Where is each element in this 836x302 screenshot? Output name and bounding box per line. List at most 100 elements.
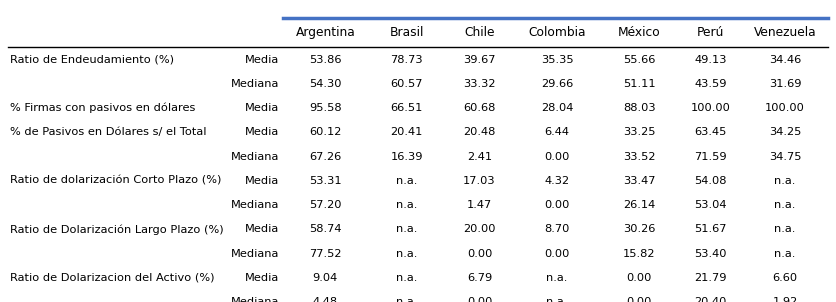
Text: 1.47: 1.47 (466, 200, 492, 210)
Text: México: México (618, 26, 660, 39)
Text: % Firmas con pasivos en dólares: % Firmas con pasivos en dólares (10, 103, 196, 113)
Text: 53.40: 53.40 (694, 249, 726, 259)
Text: 20.00: 20.00 (463, 224, 496, 234)
Text: Mediana: Mediana (231, 200, 279, 210)
Text: 0.00: 0.00 (466, 297, 492, 302)
Text: 43.59: 43.59 (694, 79, 726, 89)
Text: 34.46: 34.46 (769, 55, 801, 65)
Text: Media: Media (245, 55, 279, 65)
Text: 34.25: 34.25 (769, 127, 801, 137)
Text: 21.79: 21.79 (694, 273, 726, 283)
Text: Brasil: Brasil (390, 26, 424, 39)
Text: n.a.: n.a. (396, 249, 417, 259)
Text: 66.51: 66.51 (390, 103, 423, 113)
Text: 53.04: 53.04 (694, 200, 726, 210)
Text: 30.26: 30.26 (623, 224, 655, 234)
Text: 2.41: 2.41 (467, 152, 492, 162)
Text: n.a.: n.a. (396, 224, 417, 234)
Text: 29.66: 29.66 (541, 79, 573, 89)
Text: 54.08: 54.08 (694, 176, 726, 186)
Text: Media: Media (245, 103, 279, 113)
Text: 100.00: 100.00 (765, 103, 805, 113)
Text: Venezuela: Venezuela (754, 26, 817, 39)
Text: n.a.: n.a. (396, 297, 417, 302)
Text: 63.45: 63.45 (694, 127, 726, 137)
Text: 0.00: 0.00 (466, 249, 492, 259)
Text: 1.92: 1.92 (772, 297, 798, 302)
Text: 33.25: 33.25 (623, 127, 655, 137)
Text: 88.03: 88.03 (623, 103, 655, 113)
Text: Mediana: Mediana (231, 152, 279, 162)
Text: n.a.: n.a. (774, 224, 796, 234)
Text: Media: Media (245, 224, 279, 234)
Text: 53.86: 53.86 (309, 55, 342, 65)
Text: Mediana: Mediana (231, 79, 279, 89)
Text: 28.04: 28.04 (541, 103, 573, 113)
Text: 31.69: 31.69 (769, 79, 802, 89)
Text: Mediana: Mediana (231, 297, 279, 302)
Text: 54.30: 54.30 (309, 79, 342, 89)
Text: 51.67: 51.67 (694, 224, 726, 234)
Text: 34.75: 34.75 (769, 152, 802, 162)
Text: Media: Media (245, 273, 279, 283)
Text: n.a.: n.a. (547, 297, 568, 302)
Text: 4.32: 4.32 (544, 176, 569, 186)
Text: 77.52: 77.52 (309, 249, 342, 259)
Text: Ratio de Dolarización Largo Plazo (%): Ratio de Dolarización Largo Plazo (%) (10, 224, 223, 235)
Text: Colombia: Colombia (528, 26, 586, 39)
Text: 55.66: 55.66 (623, 55, 655, 65)
Text: 9.04: 9.04 (313, 273, 338, 283)
Text: 6.60: 6.60 (772, 273, 798, 283)
Text: n.a.: n.a. (774, 200, 796, 210)
Text: 6.79: 6.79 (466, 273, 492, 283)
Text: 8.70: 8.70 (544, 224, 570, 234)
Text: 17.03: 17.03 (463, 176, 496, 186)
Text: n.a.: n.a. (396, 176, 417, 186)
Text: 0.00: 0.00 (544, 152, 570, 162)
Text: 20.48: 20.48 (463, 127, 496, 137)
Text: 49.13: 49.13 (694, 55, 726, 65)
Text: Argentina: Argentina (295, 26, 355, 39)
Text: 53.31: 53.31 (309, 176, 342, 186)
Text: 33.52: 33.52 (623, 152, 655, 162)
Text: n.a.: n.a. (547, 273, 568, 283)
Text: 100.00: 100.00 (691, 103, 731, 113)
Text: 20.40: 20.40 (694, 297, 726, 302)
Text: Media: Media (245, 127, 279, 137)
Text: 0.00: 0.00 (627, 273, 652, 283)
Text: 35.35: 35.35 (541, 55, 573, 65)
Text: Mediana: Mediana (231, 249, 279, 259)
Text: 0.00: 0.00 (627, 297, 652, 302)
Text: n.a.: n.a. (396, 200, 417, 210)
Text: Media: Media (245, 176, 279, 186)
Text: Chile: Chile (464, 26, 495, 39)
Text: % de Pasivos en Dólares s/ el Total: % de Pasivos en Dólares s/ el Total (10, 127, 206, 137)
Text: 26.14: 26.14 (624, 200, 655, 210)
Text: 0.00: 0.00 (544, 249, 570, 259)
Text: 33.47: 33.47 (623, 176, 655, 186)
Text: 15.82: 15.82 (623, 249, 655, 259)
Text: 20.41: 20.41 (390, 127, 423, 137)
Text: 33.32: 33.32 (463, 79, 496, 89)
Text: Ratio de Endeudamiento (%): Ratio de Endeudamiento (%) (10, 55, 174, 65)
Text: 60.68: 60.68 (463, 103, 496, 113)
Text: Perú: Perú (696, 26, 724, 39)
Text: 16.39: 16.39 (390, 152, 423, 162)
Text: 60.12: 60.12 (309, 127, 341, 137)
Text: 58.74: 58.74 (309, 224, 342, 234)
Text: Ratio de Dolarizacion del Activo (%): Ratio de Dolarizacion del Activo (%) (10, 273, 215, 283)
Text: 0.00: 0.00 (544, 200, 570, 210)
Text: 51.11: 51.11 (623, 79, 655, 89)
Text: 6.44: 6.44 (544, 127, 569, 137)
Text: 39.67: 39.67 (463, 55, 496, 65)
Text: 71.59: 71.59 (694, 152, 726, 162)
Text: n.a.: n.a. (774, 176, 796, 186)
Text: 95.58: 95.58 (309, 103, 342, 113)
Text: 4.48: 4.48 (313, 297, 338, 302)
Text: n.a.: n.a. (396, 273, 417, 283)
Text: 60.57: 60.57 (390, 79, 423, 89)
Text: n.a.: n.a. (774, 249, 796, 259)
Text: 57.20: 57.20 (309, 200, 342, 210)
Text: 78.73: 78.73 (390, 55, 423, 65)
Text: 67.26: 67.26 (309, 152, 341, 162)
